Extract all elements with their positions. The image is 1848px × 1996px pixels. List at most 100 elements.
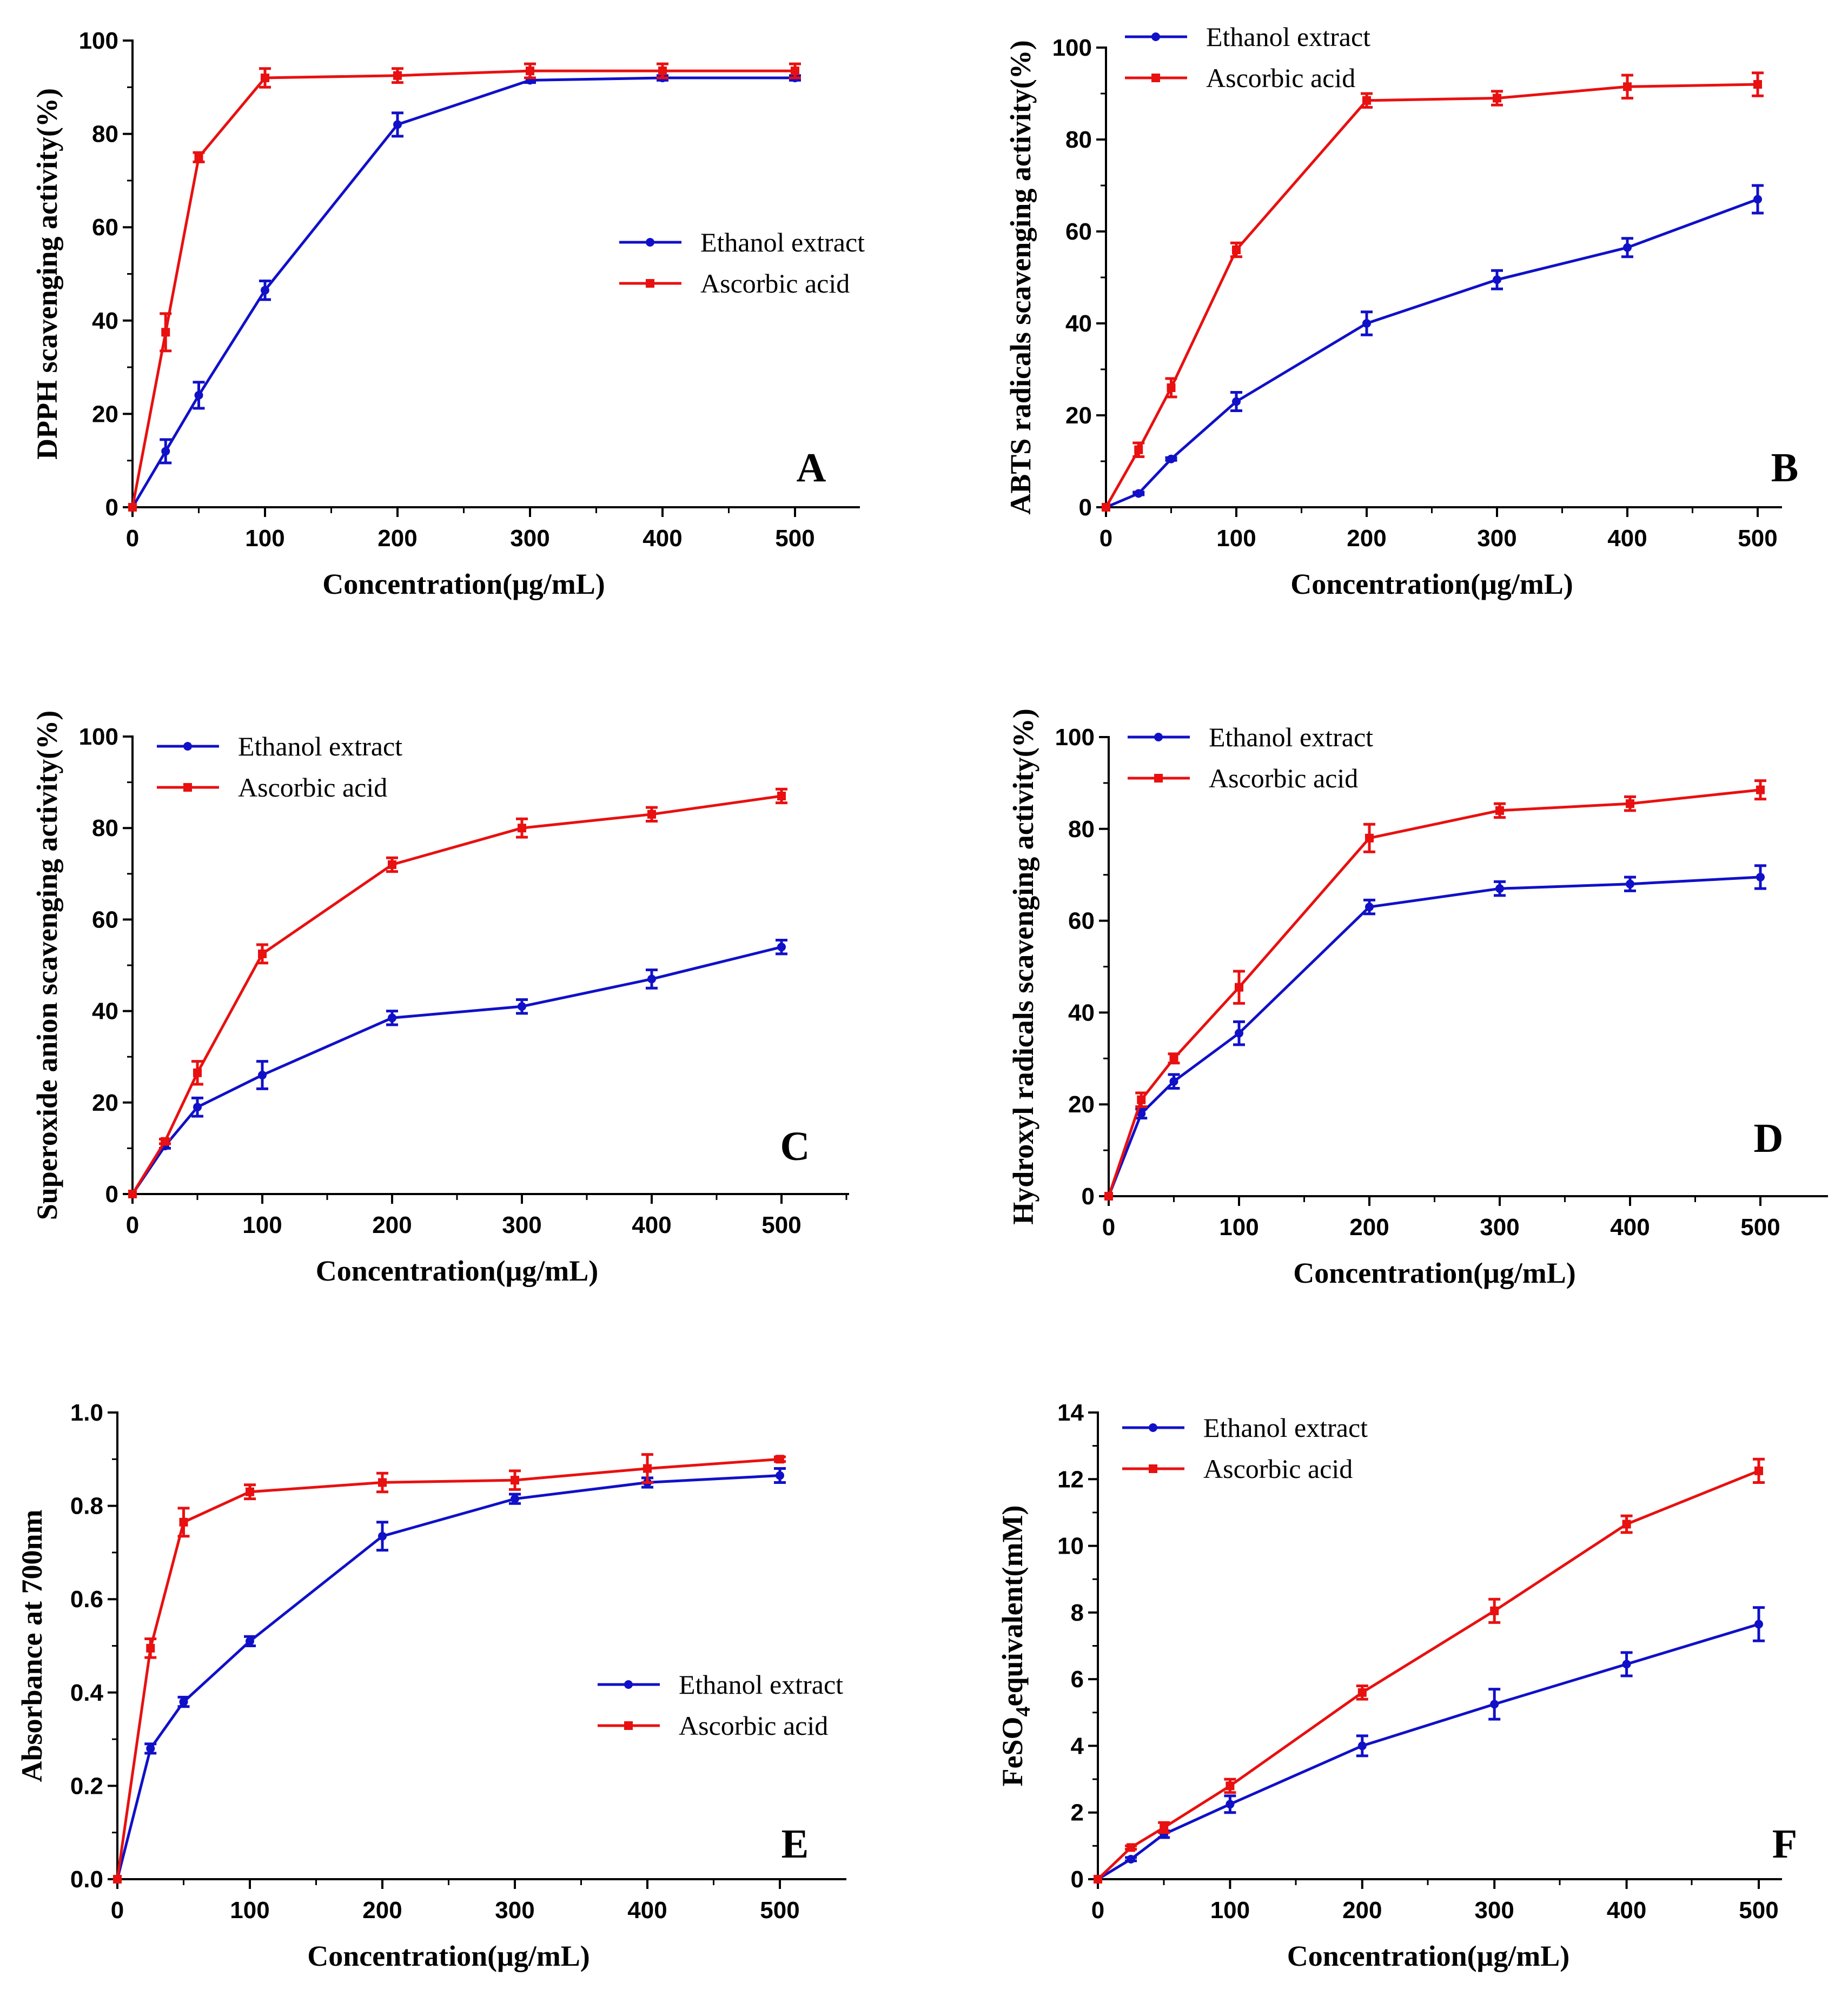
data-point bbox=[1127, 1843, 1136, 1852]
data-point bbox=[647, 974, 656, 984]
data-point bbox=[1357, 1741, 1367, 1750]
data-point bbox=[193, 1103, 202, 1112]
panel-d: 0 20 40 60 80 100 0 100 200 300 400 500 Concentratio… bbox=[1007, 708, 1828, 1289]
panel-e: 0.0 0.2 0.4 0.6 0.8 1.0 0 100 200 300 400 500 Concen… bbox=[16, 1400, 846, 1972]
x-tick-label: 100 bbox=[1210, 1897, 1250, 1924]
series-line bbox=[1107, 788, 1761, 1197]
legend-label: Ethanol extract bbox=[679, 1669, 843, 1700]
x-tick-label: 500 bbox=[1738, 525, 1777, 552]
data-point bbox=[393, 71, 402, 80]
y-tick-label: 80 bbox=[92, 815, 118, 841]
y-tick-label: 40 bbox=[1065, 310, 1092, 337]
data-point bbox=[161, 1137, 169, 1146]
x-tick-label: 0 bbox=[111, 1897, 124, 1924]
y-axis-title: Superoxide anion scavenging activity(%) bbox=[31, 711, 63, 1221]
x-tick-label: 500 bbox=[775, 525, 814, 552]
data-point bbox=[1169, 1077, 1178, 1086]
y-tick-label: 20 bbox=[1065, 402, 1092, 429]
legend-label: Ethanol extract bbox=[1209, 722, 1373, 752]
data-point bbox=[518, 824, 526, 833]
x-tick-label: 300 bbox=[502, 1212, 541, 1238]
series-ascorbic-acid bbox=[1102, 71, 1764, 512]
series-ethanol-extract bbox=[1094, 1606, 1765, 1884]
data-point bbox=[378, 1478, 387, 1487]
data-point bbox=[261, 74, 269, 83]
data-point bbox=[1134, 445, 1143, 454]
legend-marker bbox=[183, 742, 192, 751]
y-axis-title: Hydroxyl radicals scavenging activity(%) bbox=[1007, 708, 1039, 1224]
y-tick-label: 20 bbox=[1068, 1091, 1095, 1118]
y-tick-label: 100 bbox=[1052, 35, 1092, 61]
legend: Ethanol extract Ascorbic acid bbox=[1125, 22, 1370, 93]
data-point bbox=[776, 1471, 784, 1480]
data-point bbox=[1137, 1095, 1146, 1104]
y-axis-title: ABTS radicals scavenging activity(%) bbox=[1004, 40, 1037, 514]
data-point bbox=[1622, 1520, 1631, 1529]
x-tick-label: 100 bbox=[230, 1897, 269, 1924]
y-tick-label: 0.2 bbox=[70, 1773, 103, 1799]
y-tick-label: 0 bbox=[105, 1181, 118, 1208]
data-point bbox=[113, 1875, 122, 1884]
x-tick-label: 0 bbox=[1091, 1897, 1104, 1924]
data-point bbox=[161, 328, 170, 337]
data-point bbox=[1626, 879, 1634, 888]
y-tick-label: 100 bbox=[79, 28, 118, 54]
data-point bbox=[261, 286, 269, 295]
y-tick-label: 0.8 bbox=[70, 1493, 103, 1520]
data-point bbox=[1362, 319, 1371, 328]
data-point bbox=[1756, 872, 1765, 881]
data-point bbox=[1490, 1700, 1499, 1709]
y-tick-label: 20 bbox=[92, 1090, 118, 1116]
y-tick-label: 0 bbox=[105, 494, 118, 521]
x-tick-label: 300 bbox=[510, 525, 549, 552]
data-point bbox=[777, 791, 786, 800]
legend: Ethanol extract Ascorbic acid bbox=[598, 1669, 843, 1741]
panel-letter: C bbox=[780, 1124, 810, 1169]
series-ascorbic-acid bbox=[128, 62, 801, 512]
data-point bbox=[179, 1517, 188, 1527]
y-tick-label: 60 bbox=[1068, 908, 1095, 934]
x-tick-label: 400 bbox=[1607, 525, 1647, 552]
series-ascorbic-acid bbox=[113, 1453, 786, 1884]
data-point bbox=[258, 1071, 267, 1080]
y-tick-label: 1.0 bbox=[70, 1400, 103, 1426]
legend: Ethanol extract Ascorbic acid bbox=[1122, 1413, 1368, 1484]
x-tick-label: 400 bbox=[632, 1212, 671, 1238]
y-tick-label: 14 bbox=[1057, 1400, 1084, 1426]
x-axis-title: Concentration(μg/mL) bbox=[1287, 1940, 1570, 1972]
y-tick-label: 60 bbox=[92, 906, 118, 933]
data-point bbox=[1753, 80, 1762, 89]
data-point bbox=[194, 390, 203, 400]
legend-label: Ethanol extract bbox=[238, 731, 402, 761]
x-tick-label: 400 bbox=[627, 1897, 667, 1924]
data-point bbox=[1754, 1620, 1763, 1629]
y-tick-label: 40 bbox=[92, 308, 118, 334]
legend: Ethanol extract Ascorbic acid bbox=[1128, 722, 1373, 793]
y-axis-title: Absorbance at 700nm bbox=[16, 1509, 48, 1782]
x-tick-label: 300 bbox=[1474, 1897, 1514, 1924]
series-line bbox=[116, 1457, 780, 1880]
y-tick-label: 10 bbox=[1057, 1533, 1084, 1560]
data-point bbox=[1365, 833, 1374, 843]
y-tick-label: 4 bbox=[1071, 1733, 1084, 1759]
x-tick-label: 0 bbox=[126, 525, 139, 552]
legend-label: Ascorbic acid bbox=[1209, 763, 1358, 793]
data-point bbox=[1127, 1855, 1136, 1864]
data-point bbox=[1169, 1054, 1178, 1063]
legend-marker bbox=[646, 279, 654, 288]
legend-marker bbox=[624, 1680, 633, 1689]
y-tick-label: 0.4 bbox=[70, 1680, 104, 1706]
y-tick-label: 40 bbox=[1068, 999, 1095, 1026]
x-tick-label: 200 bbox=[377, 525, 417, 552]
panel-letter: F bbox=[1772, 1821, 1797, 1867]
data-point bbox=[643, 1464, 652, 1473]
x-tick-label: 400 bbox=[643, 525, 682, 552]
y-tick-label: 60 bbox=[92, 214, 118, 241]
data-point bbox=[1357, 1688, 1367, 1697]
data-point bbox=[246, 1636, 254, 1646]
legend-label: Ascorbic acid bbox=[700, 268, 850, 299]
data-point bbox=[511, 1476, 519, 1485]
y-tick-label: 0 bbox=[1082, 1183, 1095, 1210]
data-point bbox=[1493, 94, 1501, 103]
